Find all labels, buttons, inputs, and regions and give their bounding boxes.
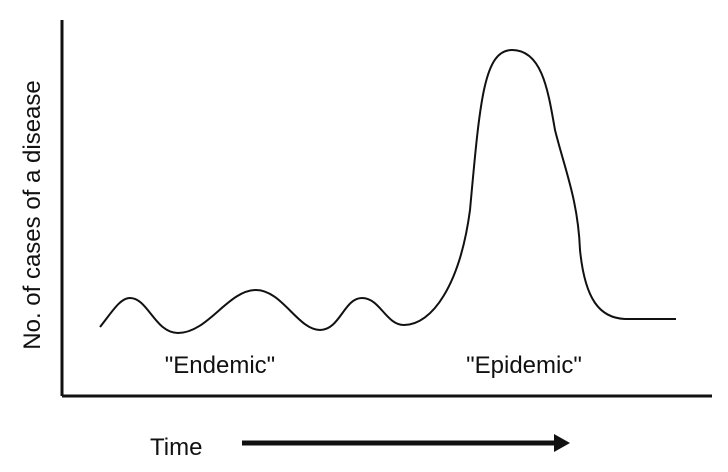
y-axis-label: No. of cases of a disease	[19, 80, 46, 349]
case-curve	[99, 48, 676, 335]
epidemic-label: "Epidemic"	[466, 352, 582, 379]
time-arrow-head	[554, 434, 570, 452]
x-axis-label: Time	[150, 434, 202, 461]
endemic-label: "Endemic"	[165, 352, 275, 379]
